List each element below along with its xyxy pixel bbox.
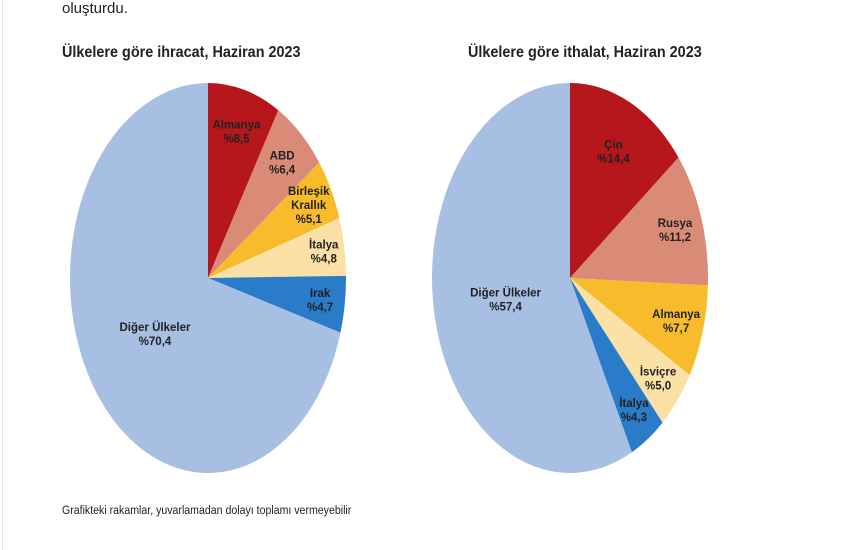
pie-slice-0-0 xyxy=(208,83,279,278)
pie-slice-0-2 xyxy=(208,162,340,278)
slice-label: Almanya %7,7 xyxy=(652,309,701,335)
header-text: oluşturdu. xyxy=(62,0,128,17)
slice-label: Çin %14,4 xyxy=(597,140,630,166)
pie-slice-1-4 xyxy=(570,278,663,453)
pie-slice-1-5 xyxy=(432,83,632,473)
pie-slice-0-5 xyxy=(69,83,341,473)
footnote: Grafikteki rakamlar, yuvarlamadan dolayı… xyxy=(62,505,352,517)
slice-label: Almanya %8,5 xyxy=(212,119,261,145)
slice-label: İtalya %4,3 xyxy=(619,397,649,424)
slice-label: ABD %6,4 xyxy=(269,150,296,176)
pie-slice-1-3 xyxy=(570,278,690,423)
pie-slice-0-1 xyxy=(208,110,320,278)
pie-slice-1-1 xyxy=(570,157,709,286)
slice-label: Rusya %11,2 xyxy=(658,218,693,244)
pie-slice-1-2 xyxy=(570,278,708,376)
slice-label: İtalya %4,8 xyxy=(309,238,339,265)
slice-label: Diğer Ülkeler %57,4 xyxy=(470,287,541,314)
import-chart-title: Ülkelere göre ithalat, Haziran 2023 xyxy=(468,44,702,61)
slice-label: Diğer Ülkeler %70,4 xyxy=(120,321,191,348)
export-chart-title: Ülkelere göre ihracat, Haziran 2023 xyxy=(62,44,301,61)
pie-slice-0-4 xyxy=(208,275,346,333)
slice-label: Birleşik Krallık %5,1 xyxy=(288,186,330,226)
slice-label: Irak %4,7 xyxy=(307,288,333,314)
pie-slice-0-3 xyxy=(208,217,346,278)
page-border xyxy=(2,0,3,550)
slice-label: İsviçre %5,0 xyxy=(640,365,676,392)
pie-slice-1-0 xyxy=(570,83,679,278)
